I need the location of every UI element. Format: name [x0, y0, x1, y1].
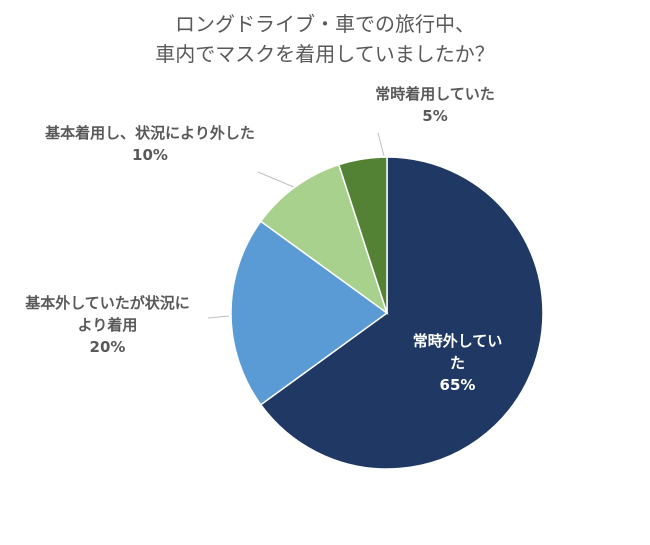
leader-line — [257, 171, 297, 189]
pie-slice — [259, 163, 389, 315]
pie-slice — [259, 156, 544, 470]
chart-title: 車内でマスクを着用していましたか？ — [155, 42, 495, 66]
value-label: 20% — [89, 338, 126, 356]
slice-label: 基本外していたが状況により着用 20% — [20, 292, 195, 358]
category-label: 基本着用し、状況により外した — [45, 124, 255, 142]
leader-line — [207, 315, 230, 319]
pie-slice — [337, 156, 388, 314]
slice-label: 基本着用し、状況により外した 10% — [15, 122, 285, 166]
category-label: 基本外していたが状況により着用 — [25, 294, 190, 334]
value-label: 10% — [132, 146, 168, 164]
slice-label: 常時外していた 65% — [410, 330, 505, 396]
pie-slice — [230, 220, 389, 406]
value-label: 65% — [439, 376, 476, 394]
leader-line — [377, 132, 385, 157]
category-label: 常時着用していた — [375, 85, 495, 103]
slice-label: 常時着用していた 5% — [345, 83, 525, 127]
category-label: 常時外していた — [412, 332, 503, 372]
value-label: 5% — [422, 107, 448, 125]
chart-title: ロングドライブ・車での旅行中、 — [175, 12, 475, 36]
